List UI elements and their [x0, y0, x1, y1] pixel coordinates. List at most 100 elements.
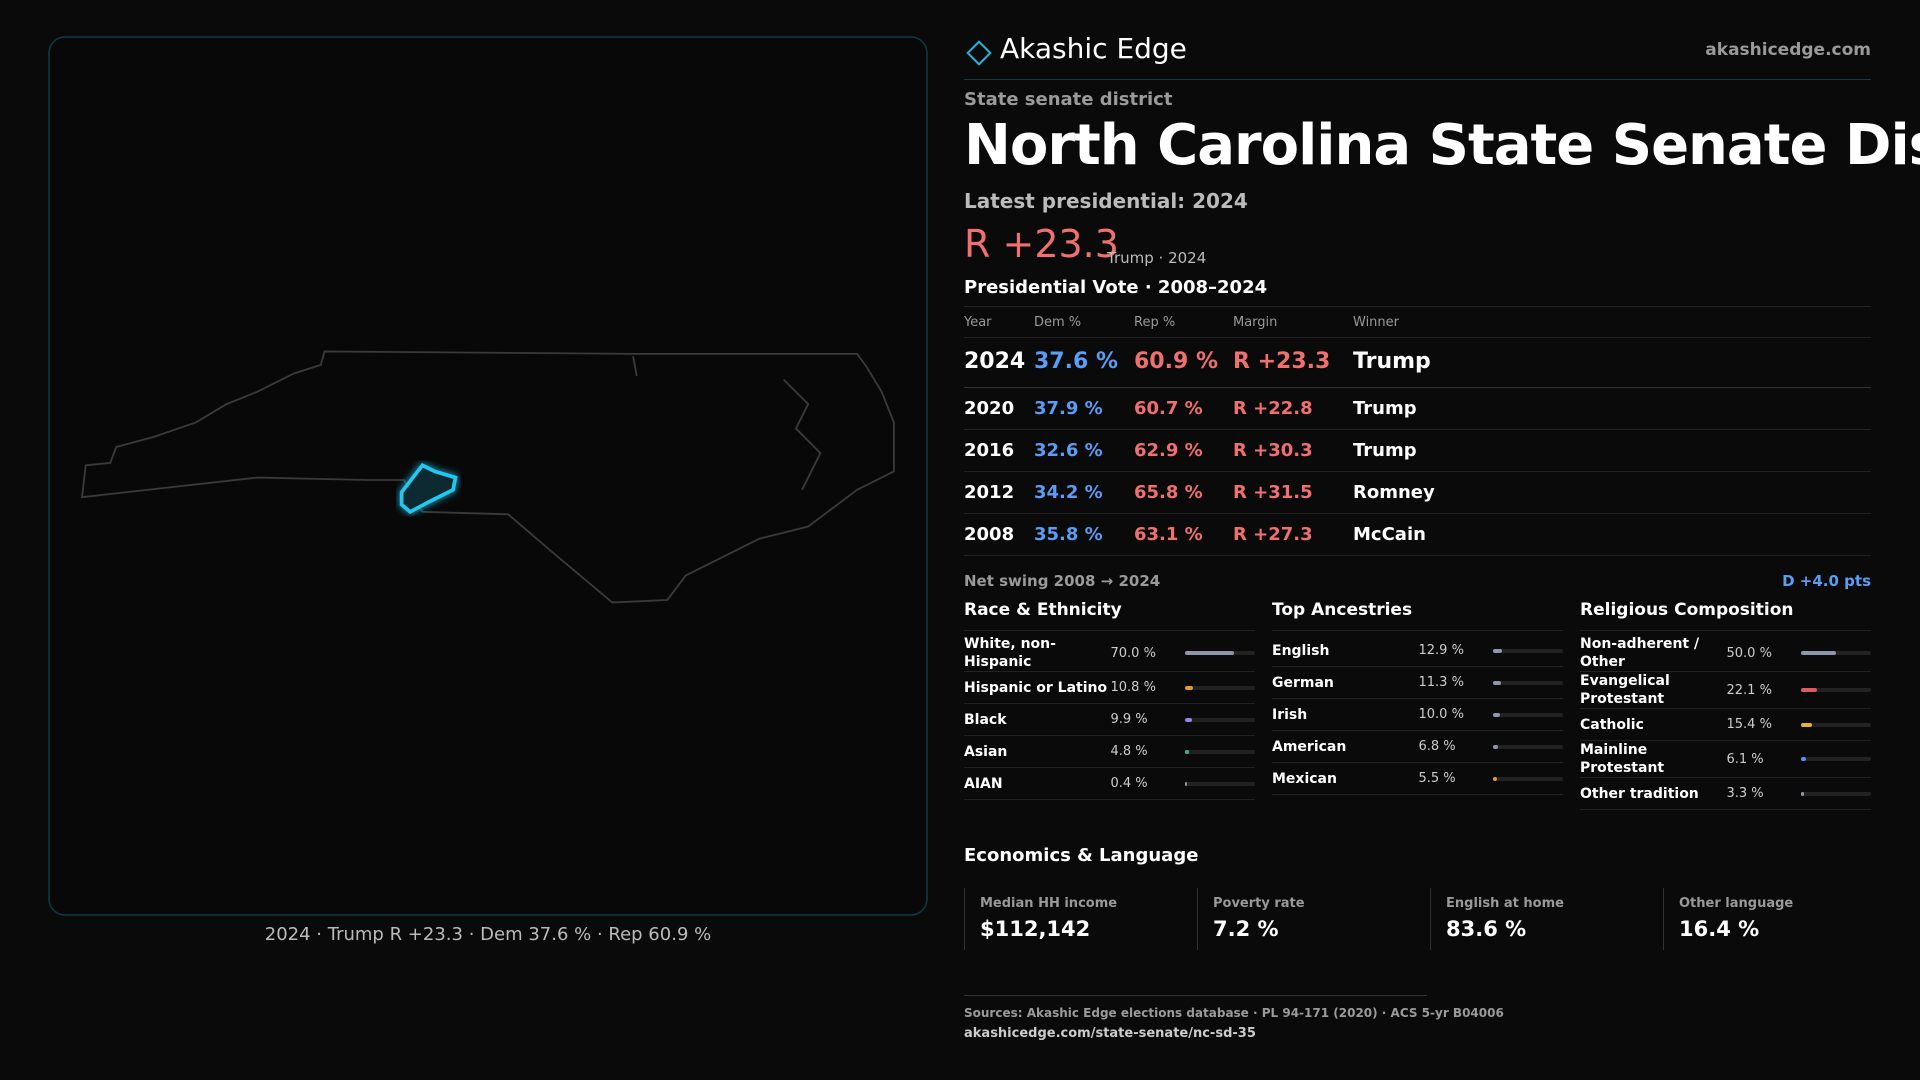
column-header: Winner	[1353, 315, 1400, 330]
bar-track	[1185, 749, 1256, 754]
table-cell: R +22.8	[1233, 397, 1313, 419]
bar	[1185, 781, 1188, 786]
row-label: German	[1272, 674, 1334, 691]
row-value: 4.8 %	[1110, 744, 1148, 759]
row-value: 5.5 %	[1418, 771, 1456, 786]
econ-label: English at home	[1446, 896, 1564, 911]
table-cell: 37.6 %	[1034, 349, 1118, 375]
group-row: American 6.8 %	[1272, 731, 1564, 763]
table-cell: 2016	[964, 439, 1015, 461]
title: North Carolina State Senate District 35	[964, 113, 1920, 178]
group-row: English 12.9 %	[1272, 635, 1564, 667]
details-panel: Akashic Edge akashicedge.com State senat…	[964, 0, 1920, 1080]
group-row: Mainline Protestant 6.1 %	[1580, 741, 1872, 778]
bar-track	[1185, 717, 1256, 722]
table-cell: R +31.5	[1233, 481, 1313, 503]
row-value: 10.8 %	[1110, 680, 1156, 695]
row-label: Evangelical Protestant	[1580, 673, 1670, 707]
row-label: Mexican	[1272, 770, 1337, 787]
group-row: Non-adherent / Other 50.0 %	[1580, 635, 1872, 672]
row-label: Non-adherent / Other	[1580, 636, 1700, 670]
bar	[1801, 722, 1813, 727]
bar-track	[1801, 651, 1872, 655]
table-row: 2012 34.2 % 65.8 % R +31.5 Romney	[964, 472, 1871, 514]
row-value: 11.3 %	[1418, 675, 1464, 690]
bar-track	[1801, 722, 1872, 727]
district-shape[interactable]	[399, 462, 458, 515]
table-cell: 63.1 %	[1134, 523, 1203, 545]
swing-label: Net swing 2008 → 2024	[964, 572, 1161, 590]
table-row: 2016 32.6 % 62.9 % R +30.3 Trump	[964, 430, 1871, 472]
group-row: Other tradition 3.3 %	[1580, 778, 1872, 810]
map-panel	[48, 36, 928, 916]
row-label: Catholic	[1580, 716, 1644, 733]
econ-label: Other language	[1679, 896, 1794, 911]
table-cell: R +23.3	[1233, 349, 1331, 375]
group-row: Catholic 15.4 %	[1580, 709, 1872, 741]
bar-track	[1801, 688, 1872, 692]
group-title: Top Ancestries	[1272, 600, 1563, 631]
group-row: AIAN 0.4 %	[964, 768, 1256, 800]
bar	[1801, 791, 1804, 796]
row-label: Mainline Protestant	[1580, 742, 1665, 776]
row-label: AIAN	[964, 775, 1003, 792]
margin-note: Trump · 2024	[1107, 249, 1207, 267]
row-label: Other tradition	[1580, 785, 1699, 802]
column-header: Dem %	[1034, 315, 1082, 330]
bar	[1493, 744, 1498, 749]
table-row: 2020 37.9 % 60.7 % R +22.8 Trump	[964, 388, 1871, 430]
bar	[1493, 680, 1502, 685]
row-label: American	[1272, 738, 1347, 755]
econ-label: Median HH income	[980, 896, 1118, 911]
table-cell: 35.8 %	[1034, 523, 1103, 545]
latest-label: Latest presidential: 2024	[964, 189, 1248, 213]
row-label: English	[1272, 642, 1330, 659]
row-value: 10.0 %	[1418, 707, 1464, 722]
row-value: 15.4 %	[1726, 717, 1772, 732]
row-value: 6.8 %	[1418, 739, 1456, 754]
bar-track	[1493, 744, 1564, 749]
bar-track	[1185, 651, 1256, 655]
row-value: 50.0 %	[1726, 645, 1772, 661]
row-value: 12.9 %	[1418, 643, 1464, 658]
map-caption: 2024 · Trump R +23.3 · Dem 37.6 % · Rep …	[264, 924, 712, 945]
group-row: Asian 4.8 %	[964, 736, 1256, 768]
row-value: 6.1 %	[1726, 751, 1764, 767]
source-url[interactable]: akashicedge.com/state-senate/nc-sd-35	[964, 1026, 1256, 1041]
state-outline	[80, 350, 895, 604]
column-header: Rep %	[1134, 315, 1176, 330]
group-row: Hispanic or Latino 10.8 %	[964, 672, 1256, 704]
bar-track	[1493, 776, 1564, 781]
group-title: Race & Ethnicity	[964, 600, 1255, 631]
bar-track	[1493, 648, 1564, 653]
econ-value: 83.6 %	[1446, 917, 1527, 941]
bar	[1185, 749, 1189, 754]
brand-url[interactable]: akashicedge.com	[1705, 40, 1871, 60]
table-cell: 2008	[964, 523, 1015, 545]
map-frame	[48, 36, 928, 916]
column-header: Margin	[1233, 315, 1278, 330]
group-row: Black 9.9 %	[964, 704, 1256, 736]
table-cell: Trump	[1353, 397, 1417, 419]
group-title: Religious Composition	[1580, 600, 1871, 631]
logo	[966, 40, 992, 66]
vote-table: Year Dem % Rep % Margin Winner 2024 37.6 % 60.9…	[964, 306, 1871, 556]
table-cell: R +30.3	[1233, 439, 1313, 461]
row-value: 0.4 %	[1110, 776, 1148, 791]
bar-track	[1801, 757, 1872, 761]
bar-track	[1185, 781, 1256, 786]
swing-value: D +4.0 pts	[1782, 572, 1871, 590]
table-title: Presidential Vote · 2008–2024	[964, 277, 1268, 298]
bar	[1801, 688, 1817, 692]
row-value: 70.0 %	[1110, 645, 1156, 661]
group-row: Evangelical Protestant 22.1 %	[1580, 672, 1872, 709]
econ-card: Poverty rate 7.2 %	[1197, 888, 1430, 950]
econ-value: $112,142	[980, 917, 1091, 941]
divider	[964, 995, 1427, 996]
bar	[1185, 685, 1193, 690]
kicker: State senate district	[964, 89, 1173, 110]
bar	[1185, 651, 1235, 655]
divider	[964, 79, 1871, 80]
row-label: Irish	[1272, 706, 1308, 723]
